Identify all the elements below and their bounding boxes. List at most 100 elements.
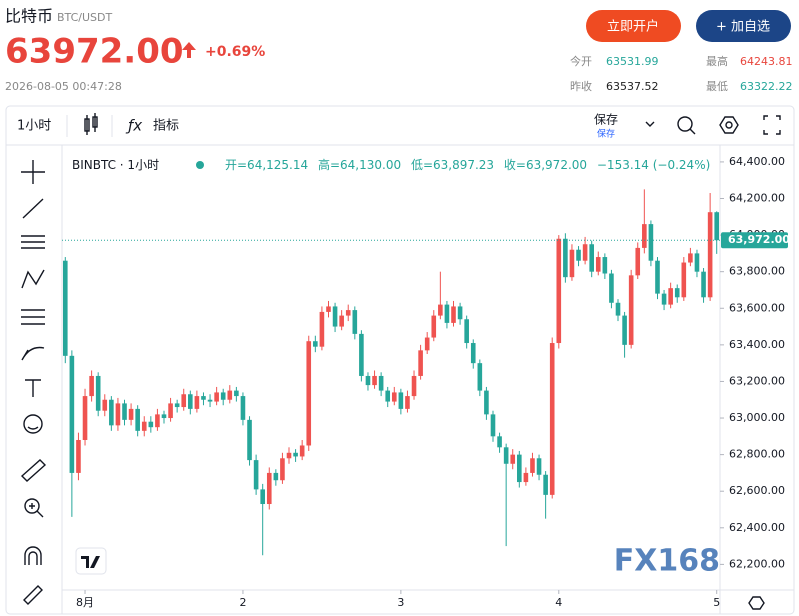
- candle-body: [510, 454, 516, 464]
- candle-body: [174, 403, 180, 408]
- y-tick-label: 63,000.00: [729, 411, 785, 424]
- candle-body: [220, 392, 226, 400]
- trendline-tool[interactable]: [22, 198, 44, 219]
- indicators-button[interactable]: 指标: [153, 119, 179, 134]
- stat-value: 63537.52: [606, 80, 659, 93]
- candle-body: [69, 355, 75, 473]
- candle-body: [82, 396, 88, 440]
- y-tick-label: 62,200.00: [729, 557, 785, 570]
- candle-body: [595, 257, 601, 272]
- text-tool[interactable]: [25, 379, 41, 397]
- status-dot: [196, 161, 204, 169]
- candle-type-icon[interactable]: [84, 113, 98, 135]
- candle-body: [161, 414, 167, 419]
- watermark: FX168: [614, 544, 720, 579]
- icon-tool[interactable]: [23, 414, 43, 434]
- crosshair-tool[interactable]: [21, 160, 45, 184]
- y-tick-label: 63,800.00: [729, 265, 785, 278]
- legend-low: 低=63,897.23: [411, 158, 494, 172]
- candle-body: [227, 390, 233, 400]
- candle-body: [260, 489, 265, 505]
- candle-body: [536, 458, 542, 475]
- brush-tool[interactable]: [21, 346, 45, 361]
- watchlist-label[interactable]: + 加自选: [716, 20, 770, 35]
- stat-label: 最低: [706, 80, 728, 93]
- candle-body: [517, 454, 522, 483]
- candle-body: [457, 306, 463, 320]
- y-tick-label: 63,600.00: [729, 301, 785, 314]
- candle-body: [484, 390, 489, 415]
- open-account-label[interactable]: 立即开户: [607, 19, 659, 35]
- watchlist-button[interactable]: [696, 10, 791, 42]
- candle-body: [602, 257, 608, 274]
- measure-tool[interactable]: [20, 459, 47, 482]
- fx-icon[interactable]: ƒx: [125, 117, 142, 135]
- y-tick-label: 63,400.00: [729, 338, 785, 351]
- tradingview-logo: [75, 547, 107, 575]
- candle-body: [609, 273, 614, 303]
- save-button[interactable]: 保存: [594, 113, 618, 127]
- fib-tool[interactable]: [21, 235, 45, 249]
- candle-body: [76, 439, 81, 473]
- projection-tool[interactable]: [21, 309, 45, 325]
- candle-body: [332, 306, 338, 327]
- candle-body: [155, 414, 160, 428]
- candle-body: [576, 249, 581, 261]
- alert-icon[interactable]: [677, 116, 696, 135]
- legend-change: −153.14 (−0.24%): [597, 158, 710, 172]
- stats: 今开 63531.99 最高 64243.81 昨收 63537.52 最低 63322.22: [570, 54, 793, 93]
- candle-body: [523, 472, 529, 483]
- candle-body: [589, 244, 594, 272]
- axis-settings-icon[interactable]: [748, 596, 765, 610]
- magnet-tool[interactable]: [24, 546, 42, 565]
- stat-value: 63322.22: [740, 80, 793, 93]
- candle-body: [582, 244, 588, 261]
- candle-body: [470, 343, 476, 364]
- candle-body: [253, 460, 259, 490]
- settings-icon[interactable]: [719, 116, 739, 134]
- candle-body: [431, 315, 437, 338]
- candle-body: [352, 310, 358, 334]
- plot: 62,200.00 62,400.00 62,600.00 62,800.00 63,0…: [62, 155, 790, 609]
- pattern-tool[interactable]: [21, 269, 45, 289]
- stat-value: 64243.81: [740, 55, 793, 68]
- candle-body: [128, 408, 134, 420]
- candle-body: [207, 399, 213, 402]
- candle-body: [95, 375, 101, 411]
- candle-body: [240, 396, 246, 420]
- candle-body: [655, 260, 660, 294]
- legend-close: 收=63,972.00: [504, 158, 587, 172]
- candle-body: [707, 212, 713, 298]
- timestamp: 2026-08-05 00:47:28: [5, 80, 122, 93]
- candle-body: [365, 375, 371, 386]
- zoom-tool[interactable]: [24, 498, 40, 514]
- y-tick-label: 64,200.00: [729, 192, 785, 205]
- interval-button[interactable]: 1小时: [17, 119, 51, 134]
- candle-body: [194, 396, 200, 409]
- legend-high: 高=64,130.00: [318, 157, 401, 172]
- save-menu-icon[interactable]: [645, 121, 655, 127]
- x-tick-label: 4: [555, 596, 562, 609]
- candle-body: [556, 238, 562, 344]
- candle-body: [477, 363, 483, 391]
- candle-body: [418, 350, 423, 376]
- candle-body: [339, 315, 344, 327]
- candle-body: [299, 445, 305, 457]
- candle-body: [661, 293, 667, 305]
- candle-body: [464, 319, 469, 344]
- lock-tool[interactable]: [23, 585, 43, 605]
- candle-body: [141, 421, 147, 431]
- drawing-tools: [20, 160, 47, 605]
- candle-body: [642, 224, 647, 248]
- candle-body: [674, 288, 680, 298]
- x-tick-label: 2: [239, 596, 246, 609]
- candle-body: [385, 390, 391, 402]
- fullscreen-icon[interactable]: [763, 115, 781, 135]
- price: 63972.00: [5, 32, 184, 72]
- candle-body: [280, 458, 285, 481]
- candle-body: [378, 375, 384, 391]
- candle-body: [569, 249, 575, 278]
- open-account-button[interactable]: [586, 10, 681, 42]
- asset-name: 比特币: [5, 7, 53, 26]
- candle-body: [168, 403, 173, 419]
